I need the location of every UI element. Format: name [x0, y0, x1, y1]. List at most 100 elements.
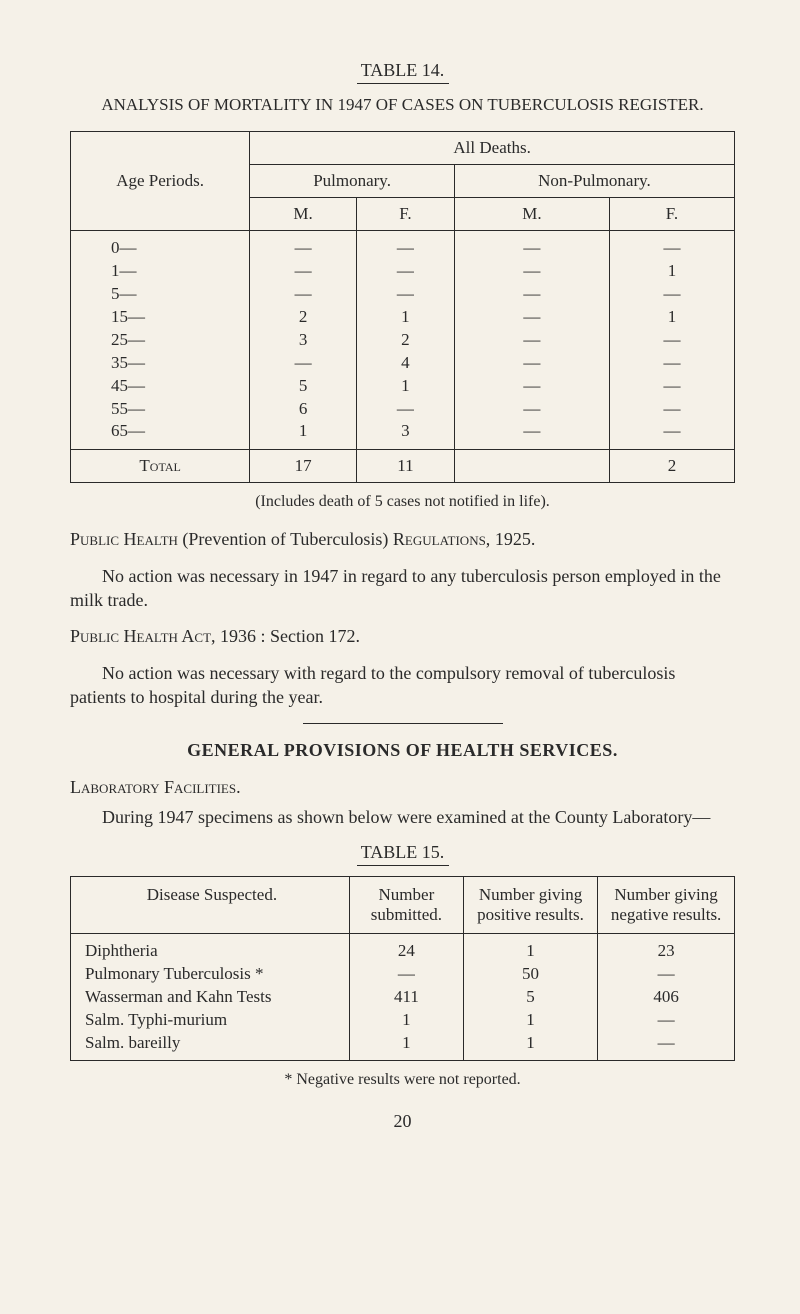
cell: 5 — [250, 375, 356, 398]
table14-total-pf: 11 — [356, 450, 454, 483]
cell: 1 — [357, 306, 454, 329]
cell: — — [250, 283, 356, 306]
table14-h-all-deaths: All Deaths. — [250, 131, 735, 164]
span-regulations: Regulations, — [393, 529, 490, 549]
table14-h-pulm-f: F. — [356, 197, 454, 230]
table15-label-rule — [357, 865, 449, 866]
cell: — — [598, 1032, 734, 1055]
cell: 411 — [350, 986, 463, 1009]
cell: 1 — [464, 1009, 597, 1032]
table15-body-row: Diphtheria Pulmonary Tuberculosis * Wass… — [71, 933, 735, 1061]
cell: — — [455, 283, 609, 306]
cell: — — [357, 237, 454, 260]
span-prevention: (Prevention of Tuberculosis) — [178, 529, 393, 549]
para-no-action-milk: No action was necessary in 1947 in regar… — [70, 564, 735, 613]
table14-h-pulm-m: M. — [250, 197, 357, 230]
cell: — — [250, 260, 356, 283]
age-row: 55— — [111, 398, 249, 421]
cell: — — [250, 352, 356, 375]
cell: 1 — [610, 260, 734, 283]
age-row: 15— — [111, 306, 249, 329]
cell: — — [610, 329, 734, 352]
table14-total-pm: 17 — [250, 450, 357, 483]
disease-row: Pulmonary Tuberculosis * — [85, 963, 349, 986]
span-ph-act-rest: 1936 : Section 172. — [216, 626, 361, 646]
cell: — — [357, 398, 454, 421]
table14-h-nonpulm-f: F. — [609, 197, 734, 230]
table14-label-rule — [357, 83, 449, 84]
disease-row: Diphtheria — [85, 940, 349, 963]
cell: — — [455, 420, 609, 443]
table14-total-nf: 2 — [609, 450, 734, 483]
cell: 1 — [357, 375, 454, 398]
age-row: 5— — [111, 283, 249, 306]
age-row: 35— — [111, 352, 249, 375]
cell: — — [598, 1009, 734, 1032]
cell: — — [455, 398, 609, 421]
span-ph-act: Public Health Act, — [70, 626, 216, 646]
cell: — — [350, 963, 463, 986]
table14-pf-cell: — — — 1 2 4 1 — 3 — [356, 230, 454, 449]
cell: 1 — [350, 1032, 463, 1055]
table14-note: (Includes death of 5 cases not notified … — [70, 493, 735, 511]
cell: — — [250, 237, 356, 260]
cell: 1 — [464, 940, 597, 963]
cell: 50 — [464, 963, 597, 986]
cell: — — [610, 398, 734, 421]
table14-h-age: Age Periods. — [71, 131, 250, 230]
cell: 3 — [250, 329, 356, 352]
table15-label: TABLE 15. — [70, 842, 735, 863]
cell: 24 — [350, 940, 463, 963]
cell: — — [610, 237, 734, 260]
cell: 2 — [357, 329, 454, 352]
cell: 5 — [464, 986, 597, 1009]
cell: 1 — [464, 1032, 597, 1055]
section-divider — [303, 723, 503, 724]
cell: — — [455, 260, 609, 283]
para-public-health-act: Public Health Act, 1936 : Section 172. — [70, 624, 735, 648]
page-number: 20 — [70, 1111, 735, 1132]
disease-row: Salm. bareilly — [85, 1032, 349, 1055]
age-row: 1— — [111, 260, 249, 283]
span-year: 1925. — [490, 529, 535, 549]
cell: 4 — [357, 352, 454, 375]
table15-h-disease: Disease Suspected. — [71, 876, 350, 933]
table15-footnote: * Negative results were not reported. — [70, 1071, 735, 1089]
table14-pm-cell: — — — 2 3 — 5 6 1 — [250, 230, 357, 449]
cell: — — [610, 420, 734, 443]
cell: 1 — [350, 1009, 463, 1032]
cell: — — [610, 352, 734, 375]
span-public-health: Public Health — [70, 529, 178, 549]
age-row: 0— — [111, 237, 249, 260]
cell: — — [357, 283, 454, 306]
cell: 2 — [250, 306, 356, 329]
cell: — — [455, 237, 609, 260]
cell: 23 — [598, 940, 734, 963]
age-row: 65— — [111, 420, 249, 443]
table14-h-pulmonary: Pulmonary. — [250, 164, 455, 197]
table14-body-row: 0— 1— 5— 15— 25— 35— 45— 55— 65— — — — 2… — [71, 230, 735, 449]
table15-header-row: Disease Suspected. Number submitted. Num… — [71, 876, 735, 933]
table14-nm-cell: — — — — — — — — — — [454, 230, 609, 449]
cell: — — [357, 260, 454, 283]
cell: 1 — [610, 306, 734, 329]
table14-total-label: Total — [71, 450, 250, 483]
table15-h-positive: Number giving positive results. — [463, 876, 597, 933]
cell: — — [455, 375, 609, 398]
table15-h-submitted: Number submitted. — [349, 876, 463, 933]
table14-total-row: Total 17 11 2 — [71, 450, 735, 483]
para-lab-intro: During 1947 specimens as shown below wer… — [70, 805, 735, 829]
section-title-general-provisions: GENERAL PROVISIONS OF HEALTH SERVICES. — [70, 740, 735, 761]
table14-header-row-1: Age Periods. All Deaths. — [71, 131, 735, 164]
age-row: 25— — [111, 329, 249, 352]
cell: 1 — [250, 420, 356, 443]
cell: — — [455, 352, 609, 375]
table15: Disease Suspected. Number submitted. Num… — [70, 876, 735, 1062]
table14-label: TABLE 14. — [70, 60, 735, 81]
cell: — — [610, 283, 734, 306]
table15-disease-cell: Diphtheria Pulmonary Tuberculosis * Wass… — [71, 933, 350, 1061]
cell: 3 — [357, 420, 454, 443]
subheading-laboratory: Laboratory Facilities. — [70, 775, 735, 799]
para-no-action-hospital: No action was necessary with regard to t… — [70, 661, 735, 710]
table15-positive-cell: 1 50 5 1 1 — [463, 933, 597, 1061]
